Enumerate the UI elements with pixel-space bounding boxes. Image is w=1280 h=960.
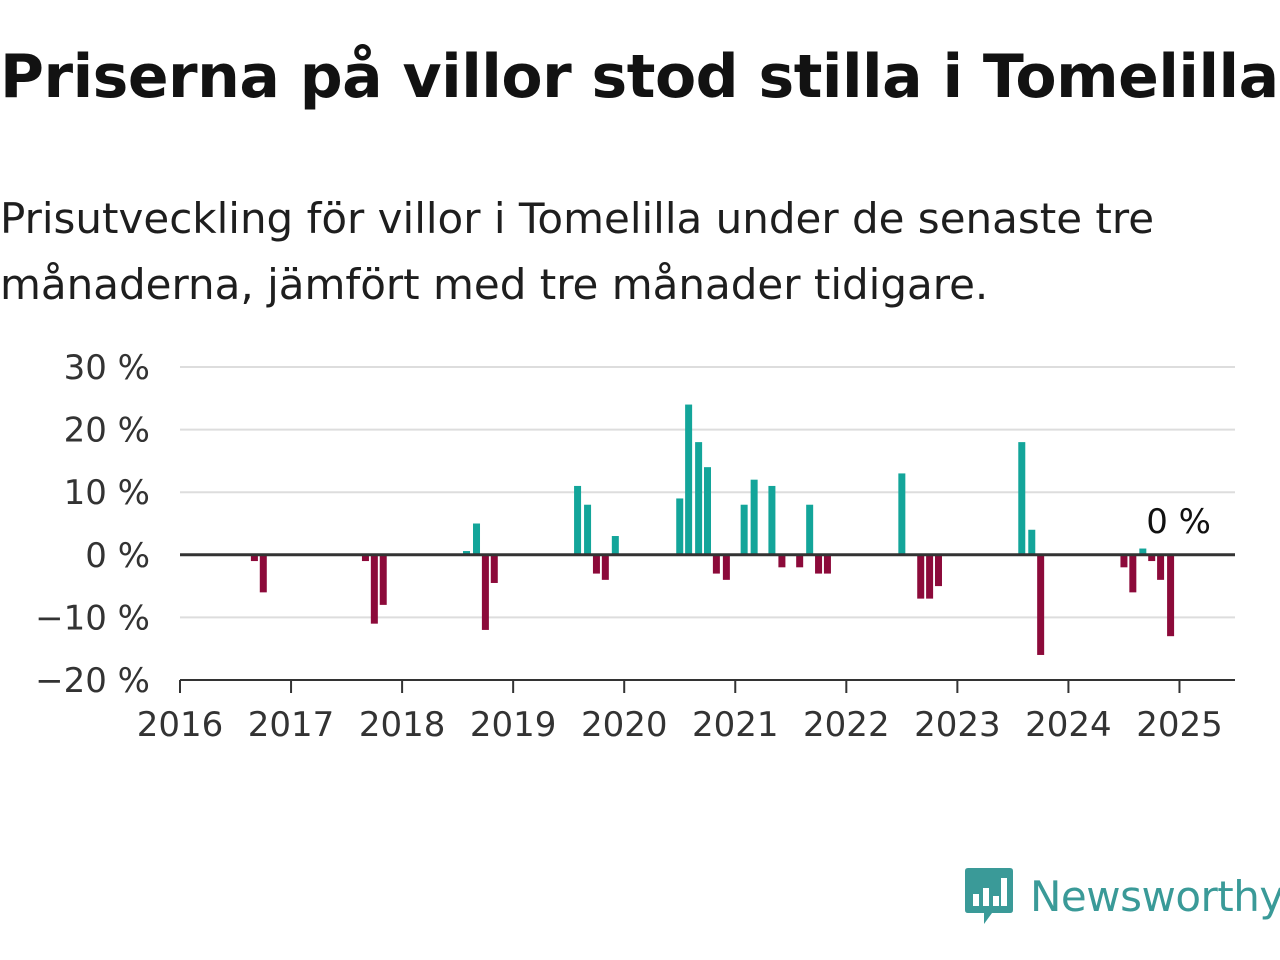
bar: [722, 554, 730, 580]
bar-chart: 30 %20 %10 %0 %−10 %−20 % 2016 2017 2018 20…: [35, 348, 1235, 745]
bar: [898, 473, 906, 555]
bar: [490, 554, 498, 583]
bar: [917, 554, 925, 599]
bar: [1167, 554, 1175, 637]
bar: [704, 467, 711, 555]
bar: [463, 551, 471, 555]
bar: [926, 554, 934, 599]
y-tick-label: 30 %: [64, 348, 150, 388]
y-axis-labels: 30 % 20 % 10 % 0 % −10 % −20 %: [35, 348, 150, 701]
brand-logo: Newsworthy: [964, 864, 1280, 928]
bar: [1018, 442, 1026, 555]
chart-title: Priserna på villor stod stilla i Tomelil…: [0, 42, 1279, 112]
bar: [370, 554, 378, 624]
bar: [592, 554, 600, 574]
x-tick-label: 2022: [803, 705, 890, 745]
x-tick-label: 2017: [248, 705, 335, 745]
x-tick-label: 2016: [137, 705, 224, 745]
bar: [601, 554, 609, 580]
bar: [259, 554, 267, 593]
bar: [1148, 554, 1156, 562]
bar: [695, 442, 703, 555]
bar: [806, 504, 814, 555]
x-tick-label: 2018: [359, 705, 446, 745]
bar: [712, 554, 720, 574]
bars: [250, 404, 1175, 655]
brand-name: Newsworthy: [1030, 871, 1280, 921]
bar: [584, 504, 592, 555]
bar: [1129, 554, 1137, 593]
x-tick-label: 2020: [581, 705, 668, 745]
bar: [574, 485, 582, 555]
bar: [1028, 529, 1036, 555]
y-tick-label: −10 %: [35, 598, 150, 638]
bar: [1120, 554, 1128, 568]
x-tick-label: 2021: [692, 705, 779, 745]
bar: [1139, 548, 1147, 555]
bar: [823, 554, 831, 574]
bar: [361, 554, 369, 562]
bar: [481, 554, 489, 630]
bar: [1157, 554, 1165, 580]
bar: [750, 479, 758, 555]
x-tick-label: 2024: [1025, 705, 1112, 745]
y-tick-label: 20 %: [64, 411, 150, 451]
bar: [685, 404, 693, 555]
y-tick-label: 0 %: [85, 536, 150, 576]
bar: [676, 498, 684, 555]
chart-subtitle: Prisutveckling för villor i Tomelilla un…: [0, 194, 1155, 309]
bar: [611, 536, 619, 555]
newsworthy-logo-icon: [965, 868, 1013, 924]
x-tick-label: 2025: [1136, 705, 1223, 745]
bar: [796, 554, 804, 568]
bar: [934, 554, 942, 587]
y-tick-label: 10 %: [64, 473, 150, 513]
x-axis-ticks: 2016 2017 2018 2019 2020 2021 2022 2023 2024 2025: [137, 680, 1223, 745]
x-tick-label: 2023: [914, 705, 1001, 745]
bar: [768, 485, 776, 555]
y-tick-label: −20 %: [35, 661, 150, 701]
x-tick-label: 2019: [470, 705, 557, 745]
bar: [1037, 554, 1045, 655]
bar: [250, 554, 258, 562]
latest-value-label: 0 %: [1146, 502, 1211, 542]
bar: [473, 523, 481, 555]
bar: [379, 554, 387, 605]
bar: [778, 554, 786, 568]
bar: [740, 504, 748, 555]
bar: [815, 554, 823, 574]
